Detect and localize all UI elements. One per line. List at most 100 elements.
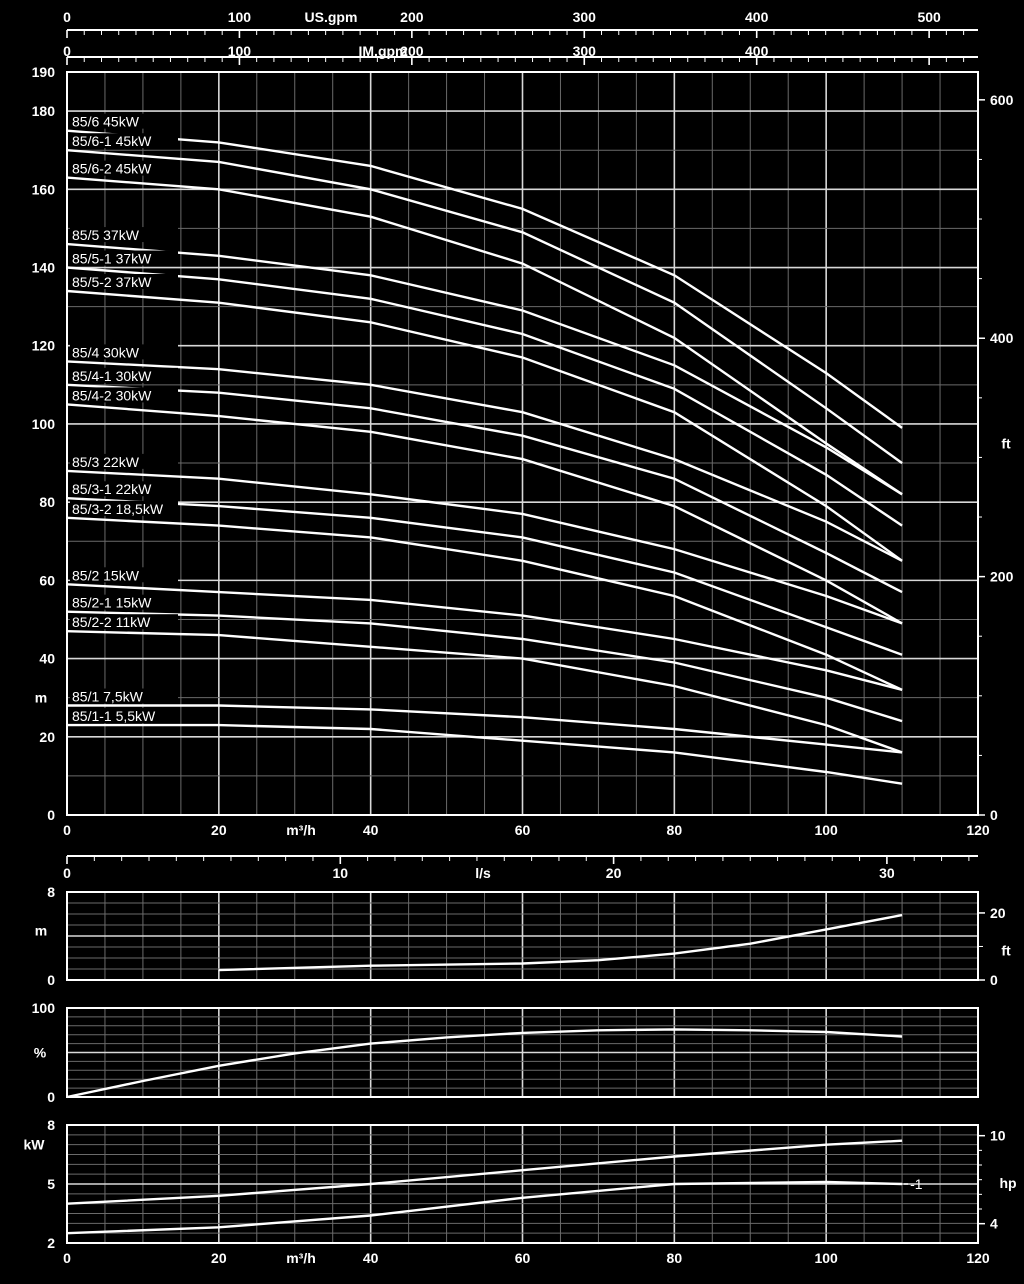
y2-tick-label: 200 (990, 569, 1014, 585)
y-tick-label: 140 (32, 260, 56, 276)
y-tick-label: 160 (32, 181, 56, 197)
x-tick-label: 20 (211, 1250, 227, 1266)
head-curve (67, 723, 903, 785)
x-tick-label: 40 (363, 822, 379, 838)
curve-label-backing (70, 113, 178, 129)
curve-label-backing (70, 367, 178, 383)
plot-frame (66, 1007, 979, 1098)
us-gpm-tick-label: 100 (228, 9, 252, 25)
y-tick-label: 190 (32, 64, 56, 80)
head-curve (66, 469, 903, 625)
im-gpm-tick-label: 100 (228, 43, 252, 59)
head-curve (66, 516, 903, 691)
x-tick-label: 60 (515, 1250, 531, 1266)
us-gpm-tick-label: 400 (745, 9, 769, 25)
im-gpm-tick-label: 0 (63, 43, 71, 59)
curve-label: 85/2 15kW (72, 567, 140, 583)
curve-label: 85/6 45kW (72, 114, 140, 130)
im-gpm-unit-label: IM.gpm (359, 43, 408, 59)
y-tick-label: 40 (39, 651, 55, 667)
curve-label-backing (70, 594, 178, 610)
plot-frame (66, 891, 979, 981)
head-curve (66, 383, 903, 594)
efficiency-panel: 0 100% (32, 1000, 979, 1105)
head-curve (66, 266, 903, 527)
curve-label-backing (70, 387, 178, 403)
ls-unit-label: l/s (475, 865, 491, 881)
ls-tick-label: 0 (63, 865, 71, 881)
us-gpm-tick-label: 300 (573, 9, 597, 25)
head-curve (66, 129, 903, 429)
head-curve (66, 149, 903, 465)
y-unit-label: m (35, 690, 47, 706)
y-tick-label: 0 (47, 807, 55, 823)
npsh-curve (218, 913, 903, 972)
curve-label-backing (70, 481, 178, 497)
y-tick-label: 0 (47, 1089, 55, 1105)
curve-label-backing (70, 273, 178, 289)
y2-tick-label: 400 (990, 330, 1014, 346)
x-tick-label: 60 (515, 822, 531, 838)
curve-label: 85/4-2 30kW (72, 387, 152, 403)
y2-unit-label: hp (999, 1175, 1016, 1191)
curve-label-backing (70, 567, 178, 583)
us-gpm-tick-label: 500 (917, 9, 941, 25)
y2-tick-label: 4 (990, 1216, 998, 1232)
head-curve (66, 403, 903, 625)
curve-label-backing (70, 688, 178, 704)
head-curve (66, 610, 903, 723)
us-gpm-tick-label: 200 (400, 9, 424, 25)
curve-label: 85/5-1 37kW (72, 251, 152, 267)
curve-label-backing (70, 614, 178, 630)
ls-tick-label: 20 (606, 865, 622, 881)
x-tick-label: 0 (63, 1250, 71, 1266)
y-tick-label: 0 (47, 972, 55, 988)
power-curve-label: -1 (910, 1176, 923, 1192)
x-unit-label: m³/h (286, 1250, 316, 1266)
curve-label: 85/4-1 30kW (72, 368, 152, 384)
x-unit-label: m³/h (286, 822, 316, 838)
y2-tick-label: 0 (990, 972, 998, 988)
curve-label-backing (70, 708, 178, 724)
y-tick-label: 2 (47, 1235, 55, 1251)
curve-label: 85/5-2 37kW (72, 274, 152, 290)
npsh-panel: 0 8 m 0 20 ft (35, 884, 1011, 988)
curve-label-backing (70, 227, 178, 243)
curve-label: 85/1-1 5,5kW (72, 708, 156, 724)
curve-label-backing (70, 160, 178, 176)
y-tick-label: 180 (32, 103, 56, 119)
curve-label: 85/2-1 15kW (72, 595, 152, 611)
us-gpm-unit-label: US.gpm (305, 9, 358, 25)
curve-label: 85/4 30kW (72, 344, 140, 360)
ls-tick-label: 10 (333, 865, 349, 881)
ls-tick-label: 30 (879, 865, 895, 881)
im-gpm-tick-label: 400 (745, 43, 769, 59)
head-curve (66, 289, 903, 562)
curve-label-backing (70, 500, 178, 516)
head-curve (66, 242, 903, 496)
plot-frame (66, 71, 979, 816)
curve-label: 85/6-2 45kW (72, 161, 152, 177)
power-curve (66, 1139, 903, 1205)
x-tick-label: 20 (211, 822, 227, 838)
y-unit-label: kW (24, 1137, 46, 1153)
curve-label: 85/5 37kW (72, 227, 140, 243)
x-tick-label: 40 (363, 1250, 379, 1266)
curve-label-backing (70, 250, 178, 266)
efficiency-curve (66, 1028, 903, 1099)
y-tick-label: 5 (47, 1176, 55, 1192)
x-tick-label: 80 (667, 822, 683, 838)
y-tick-label: 60 (39, 572, 55, 588)
curve-label-backing (70, 344, 178, 360)
head-curve (67, 704, 903, 754)
y2-tick-label: 0 (990, 807, 998, 823)
curve-label: 85/1 7,5kW (72, 689, 144, 705)
curve-label: 85/3-1 22kW (72, 481, 152, 497)
curve-label: 85/3-2 18,5kW (72, 501, 164, 517)
head-curve (66, 360, 903, 562)
y-tick-label: 8 (47, 1117, 55, 1133)
curve-label-backing (70, 453, 178, 469)
im-gpm-tick-label: 300 (573, 43, 597, 59)
